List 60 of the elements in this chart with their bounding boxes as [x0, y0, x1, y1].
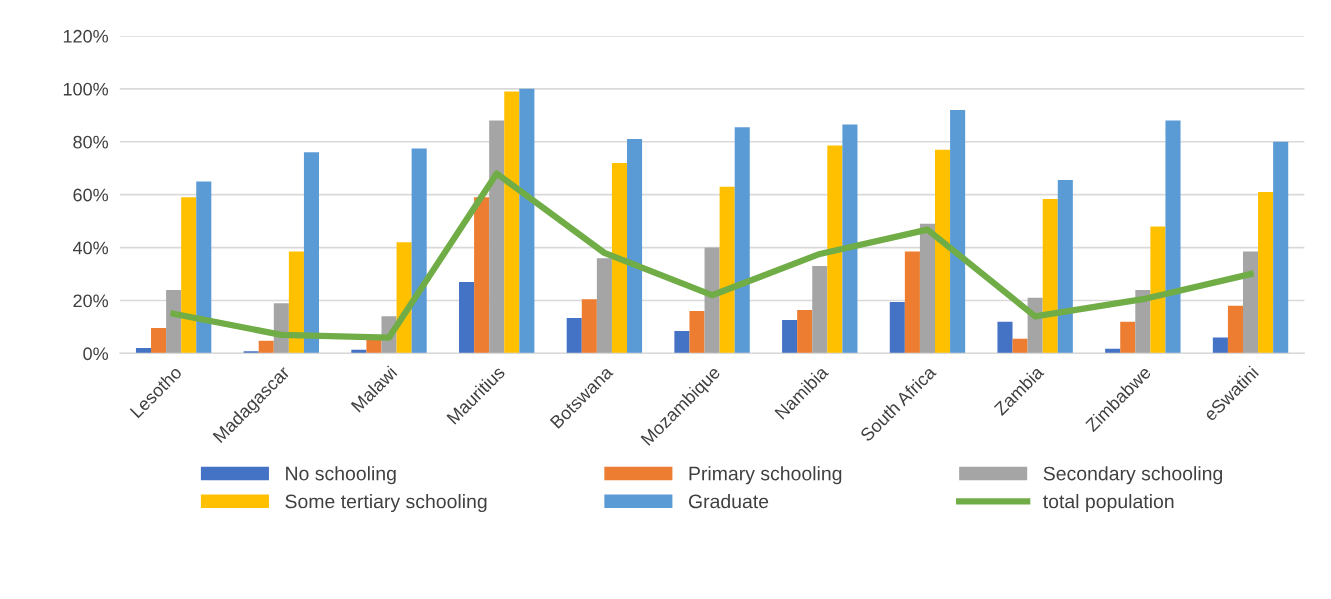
bar [566, 317, 582, 354]
bar [1165, 120, 1181, 354]
bar [919, 223, 935, 354]
legend-label: Graduate [688, 494, 769, 509]
bar [135, 348, 152, 354]
bar [196, 181, 212, 354]
bar [827, 145, 843, 354]
bar [812, 266, 828, 354]
bar [1120, 321, 1136, 354]
bar [704, 247, 720, 354]
bar [166, 289, 182, 354]
bar [581, 299, 597, 354]
bar [504, 91, 520, 354]
y-tick-label: 0% [83, 347, 109, 361]
bar [734, 127, 750, 354]
bar [1212, 337, 1228, 354]
legend-label: Some tertiary schooling [285, 494, 487, 513]
bar [243, 351, 259, 354]
bar [1243, 251, 1259, 354]
bar [1273, 141, 1289, 354]
bar [151, 328, 167, 354]
bar [1057, 180, 1073, 354]
bar [474, 197, 490, 354]
bar [1012, 338, 1028, 354]
bar [627, 139, 643, 354]
bar [303, 152, 320, 354]
bar [904, 251, 920, 354]
y-tick-label: 60% [73, 188, 109, 202]
bar [935, 149, 951, 354]
bar [489, 120, 505, 354]
bar [596, 258, 612, 354]
bar [411, 148, 427, 354]
bar [797, 310, 813, 354]
legend-label: No schooling [286, 466, 396, 485]
bar [889, 302, 905, 354]
y-tick-label: 40% [72, 241, 109, 255]
bar [1150, 226, 1166, 354]
bar [1042, 198, 1058, 354]
y-tick-label: 120% [63, 29, 109, 43]
legend-label: total population [1043, 494, 1174, 513]
bar [1227, 305, 1243, 354]
bar [611, 162, 628, 354]
bar [674, 330, 690, 354]
bar [689, 311, 705, 354]
y-tick-label: 80% [73, 135, 109, 149]
bar [258, 340, 274, 354]
y-tick-label: 100% [63, 82, 109, 96]
bar [782, 320, 798, 354]
bar [950, 110, 966, 354]
bar [288, 251, 304, 354]
bar [1258, 192, 1274, 354]
bar [997, 321, 1013, 354]
bar [842, 124, 858, 354]
bar [719, 186, 735, 354]
legend-label: Primary schooling [689, 466, 842, 485]
legend-label: Secondary schooling [1043, 466, 1223, 485]
y-tick-label: 20% [73, 294, 109, 308]
bar [519, 88, 535, 354]
bar [459, 281, 475, 354]
bar [181, 197, 197, 354]
